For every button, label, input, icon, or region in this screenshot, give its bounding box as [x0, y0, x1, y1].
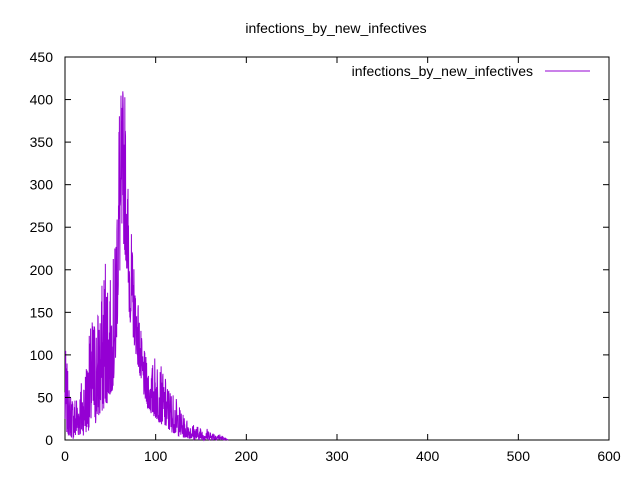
y-tick-label: 300: [30, 177, 54, 193]
y-tick-label: 400: [30, 92, 54, 108]
y-tick-label: 350: [30, 134, 54, 150]
axes-layer: 0 100 200 300 400 500 600 0 50 100 150 200 250 300 350…: [30, 49, 621, 464]
y-tick-label: 200: [30, 262, 54, 278]
x-tick-label: 500: [507, 448, 531, 464]
series-line: [64, 91, 229, 442]
x-tick-label: 400: [416, 448, 440, 464]
legend-label: infections_by_new_infectives: [352, 63, 533, 79]
x-tick-label: 600: [597, 448, 621, 464]
y-tick-label: 250: [30, 219, 54, 235]
y-tick-label: 0: [45, 432, 53, 448]
chart-title: infections_by_new_infectives: [245, 20, 426, 36]
x-tick-label: 300: [325, 448, 349, 464]
x-tick-label: 200: [235, 448, 259, 464]
y-tick-label: 150: [30, 304, 54, 320]
y-tick-label: 50: [37, 389, 53, 405]
y-tick-label: 100: [30, 347, 54, 363]
legend: infections_by_new_infectives: [352, 63, 590, 79]
series-layer: [64, 91, 229, 442]
x-tick-label: 0: [61, 448, 69, 464]
y-tick-label: 450: [30, 49, 54, 65]
x-tick-label: 100: [144, 448, 168, 464]
